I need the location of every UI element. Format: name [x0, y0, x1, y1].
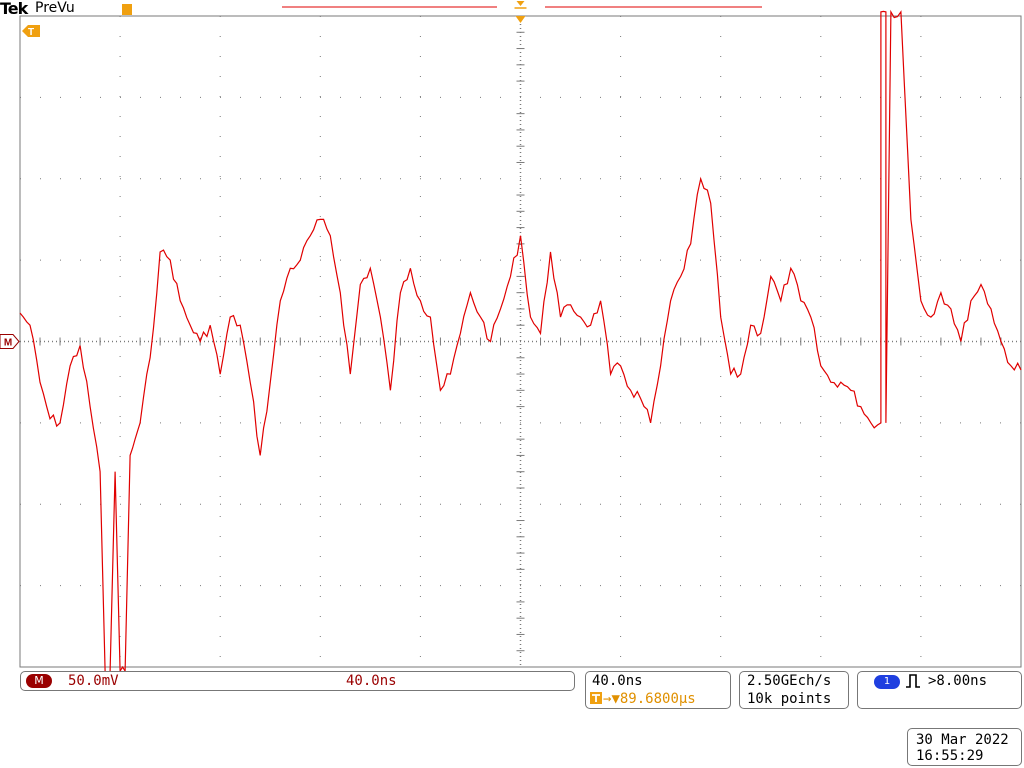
- waveform-trace-group: [19, 9, 1022, 672]
- date-label: 30 Mar 2022: [916, 732, 1009, 748]
- marker-group: TM: [0, 1, 762, 349]
- record-length: 10k points: [747, 691, 832, 707]
- trigger-position-row: →▼89.6800µs: [590, 691, 696, 707]
- waveform-trace: [19, 9, 1022, 672]
- trigger-t-icon: [590, 692, 602, 704]
- graticule: [19, 15, 1022, 668]
- record-trigger-marker: [516, 1, 525, 6]
- timebase-scale: 40.0ns: [592, 673, 643, 689]
- time-label: 16:55:29: [916, 748, 984, 764]
- brand-logo: Tek: [0, 0, 28, 18]
- acquisition-mode-label: PreVu: [35, 0, 75, 16]
- trigger-readout[interactable]: 1 >8.00ns: [857, 671, 1022, 709]
- channel-badge: M: [26, 674, 52, 688]
- trigger-indicator-icon: [122, 4, 132, 15]
- trigger-level-marker: [22, 25, 40, 37]
- ground-marker: [0, 334, 20, 349]
- timebase-position: 89.6800µs: [619, 691, 696, 707]
- trigger-condition: >8.00ns: [928, 673, 988, 689]
- trigger-level-label: T: [28, 27, 34, 38]
- datetime-readout: 30 Mar 2022 16:55:29: [907, 728, 1022, 766]
- channel-scale: 50.0mV: [68, 673, 119, 689]
- trigger-down-icon: ▼: [611, 691, 620, 707]
- trigger-position-marker: [515, 16, 526, 23]
- trigger-source-badge: 1: [874, 675, 900, 689]
- arrow-right-icon: →: [603, 691, 612, 707]
- pulse-width-icon: [906, 674, 920, 688]
- waveform-display: TM: [0, 1, 1022, 672]
- channel-readout[interactable]: M 50.0mV 40.0ns: [20, 671, 575, 691]
- timebase-readout[interactable]: 40.0ns →▼89.6800µs: [585, 671, 731, 709]
- ground-marker-label: M: [4, 338, 12, 349]
- channel-timebase: 40.0ns: [346, 673, 397, 689]
- sample-rate: 2.50GEch/s: [747, 673, 832, 689]
- acquisition-readout[interactable]: 2.50GEch/s 10k points: [739, 671, 849, 709]
